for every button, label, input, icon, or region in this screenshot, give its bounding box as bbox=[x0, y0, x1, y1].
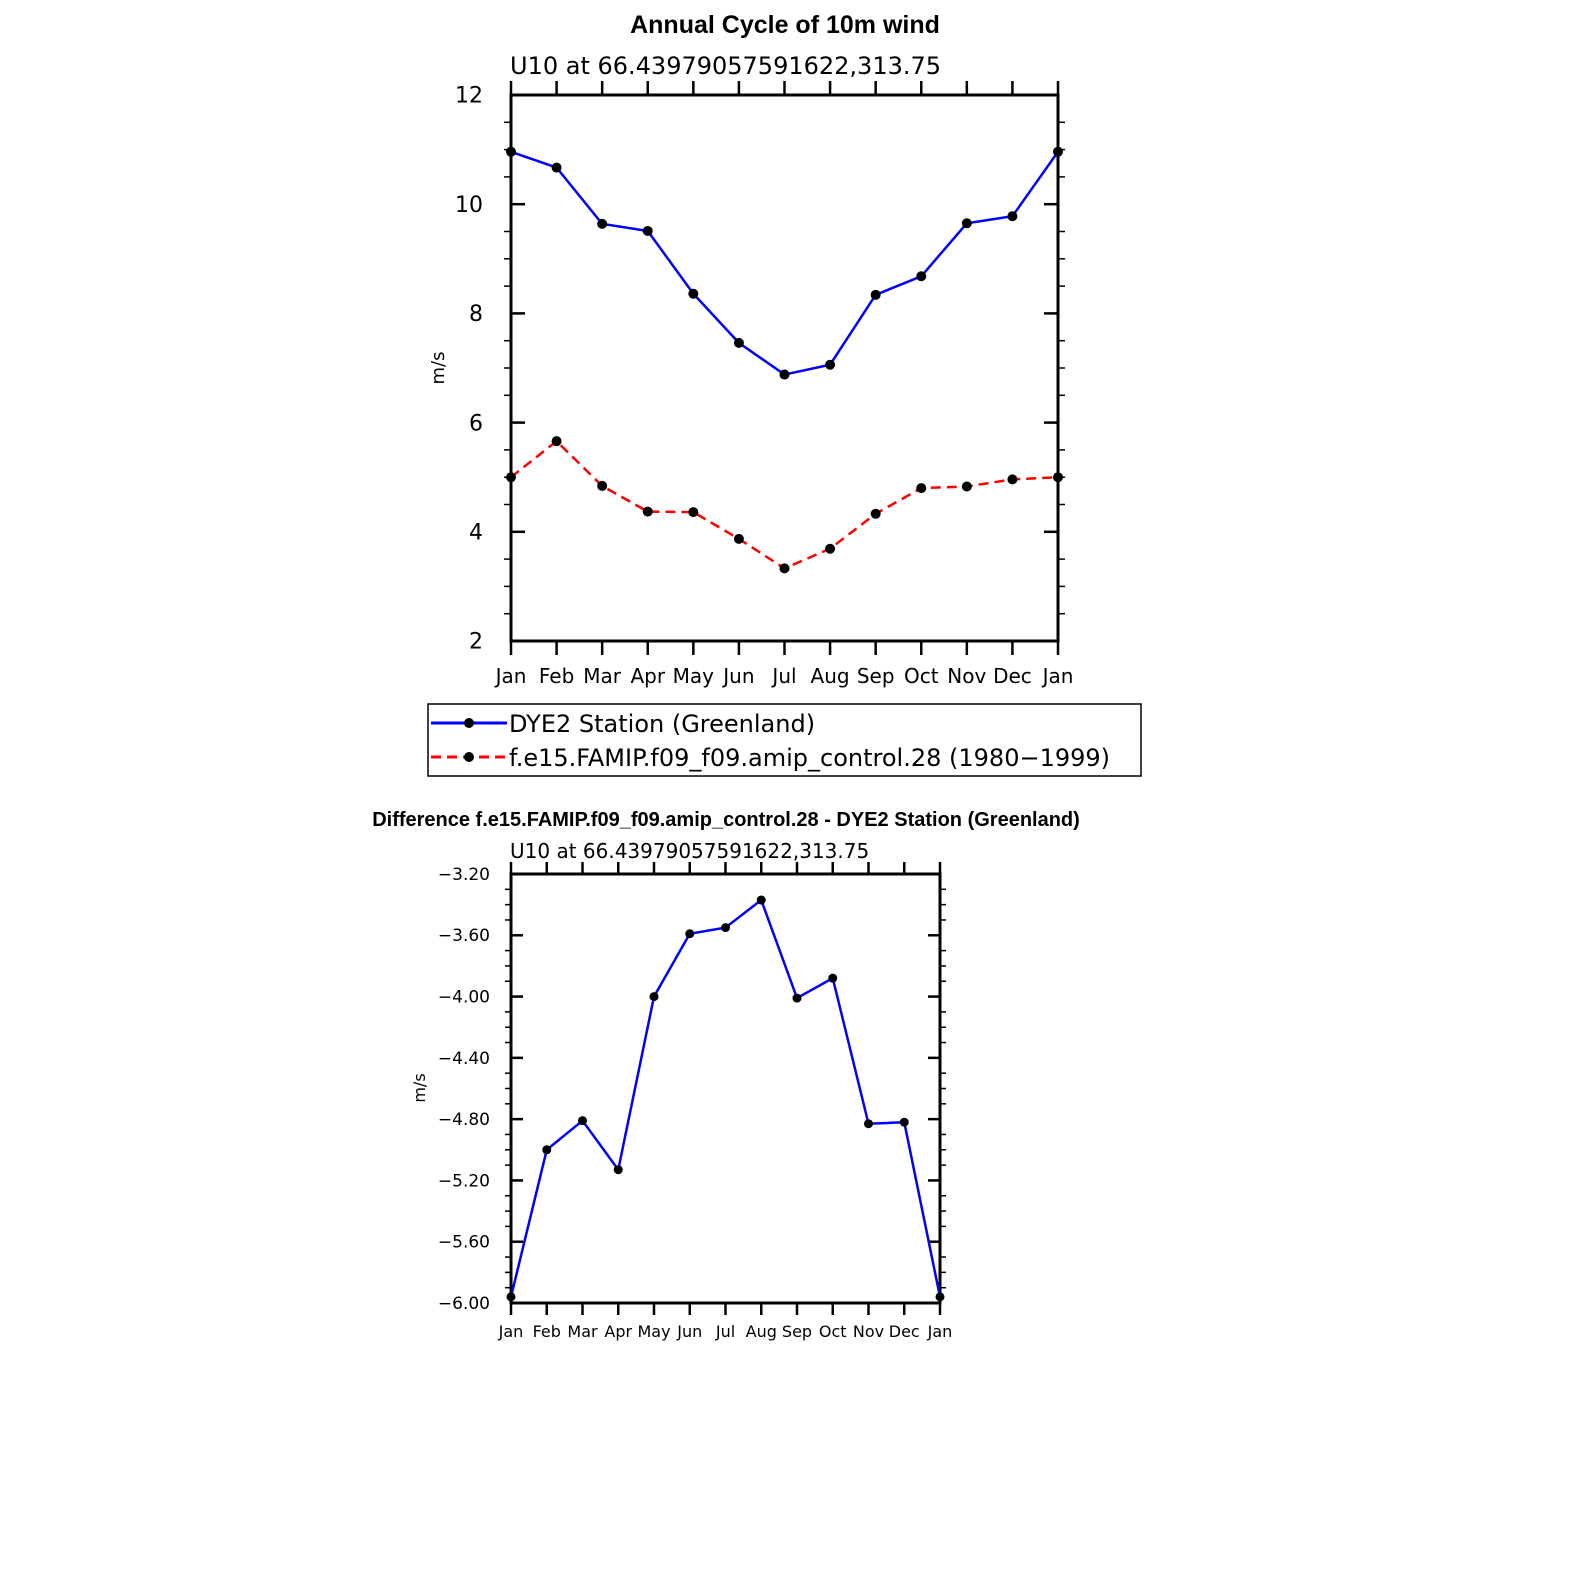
series-0-point bbox=[642, 225, 653, 236]
x-tick-label: Feb bbox=[539, 664, 574, 688]
y-tick-label: −4.80 bbox=[438, 1110, 490, 1130]
chart1-legend: DYE2 Station (Greenland) f.e15.FAMIP.f09… bbox=[427, 703, 1142, 777]
legend-box bbox=[427, 703, 1142, 777]
y-tick-label: −4.40 bbox=[438, 1049, 490, 1069]
series-0-point bbox=[506, 1292, 516, 1302]
x-tick-label: Aug bbox=[811, 664, 850, 688]
plot-frame bbox=[509, 93, 1060, 643]
x-tick-label: Dec bbox=[889, 1322, 920, 1341]
series-0-point bbox=[542, 1145, 552, 1155]
series-1-point bbox=[642, 506, 653, 517]
y-tick-label: 10 bbox=[455, 193, 483, 218]
legend-label-model: f.e15.FAMIP.f09_f09.amip_control.28 (198… bbox=[509, 744, 1110, 772]
series-0-point bbox=[916, 271, 927, 282]
series-0-point bbox=[506, 146, 516, 157]
series-1-point bbox=[1053, 472, 1063, 483]
legend-label-dye2: DYE2 Station (Greenland) bbox=[509, 710, 815, 738]
series-line-1 bbox=[510, 439, 1059, 570]
series-0-point bbox=[613, 1165, 623, 1175]
series-line-0 bbox=[509, 898, 942, 1298]
difference-chart: Difference f.e15.FAMIP.f09_f09.amip_cont… bbox=[372, 809, 1080, 1341]
legend-marker-dye2 bbox=[464, 718, 474, 728]
chart1-title: Annual Cycle of 10m wind bbox=[630, 11, 940, 39]
x-tick-label: Jan bbox=[927, 1322, 953, 1341]
x-tick-label: Jul bbox=[715, 1322, 735, 1341]
series-1-point bbox=[870, 508, 881, 519]
series-1-point bbox=[551, 436, 562, 447]
x-tick-label: Sep bbox=[857, 664, 895, 688]
x-tick-label: May bbox=[673, 664, 715, 688]
series-1-point bbox=[688, 507, 699, 518]
y-tick-label: −3.20 bbox=[438, 865, 490, 885]
x-tick-label: Apr bbox=[604, 1322, 632, 1341]
series-0-point bbox=[935, 1292, 945, 1302]
x-tick-label: Mar bbox=[567, 1322, 598, 1341]
series-0-point bbox=[649, 992, 659, 1002]
x-tick-label: Oct bbox=[904, 664, 939, 688]
series-0-point bbox=[578, 1116, 587, 1126]
series-0-point bbox=[864, 1119, 873, 1129]
series-0-point bbox=[870, 289, 881, 300]
chart1-subtitle: U10 at 66.43979057591622,313.75 bbox=[510, 52, 941, 80]
series-0-point bbox=[1053, 146, 1063, 157]
x-tick-label: Nov bbox=[853, 1322, 884, 1341]
legend-marker-model bbox=[464, 752, 474, 762]
y-tick-label: 8 bbox=[469, 302, 483, 327]
y-tick-label: −5.60 bbox=[438, 1233, 490, 1253]
x-tick-label: Apr bbox=[630, 664, 665, 688]
series-1-point bbox=[506, 472, 516, 483]
series-0-point bbox=[685, 929, 695, 939]
series-0-point bbox=[551, 162, 562, 173]
x-tick-label: Aug bbox=[746, 1322, 777, 1341]
x-tick-label: Feb bbox=[533, 1322, 561, 1341]
y-tick-label: 4 bbox=[469, 521, 483, 546]
series-0-point bbox=[688, 288, 699, 299]
x-tick-label: Oct bbox=[819, 1322, 847, 1341]
series-0-point bbox=[756, 895, 766, 905]
y-tick-label: −3.60 bbox=[438, 926, 490, 946]
series-1-point bbox=[961, 481, 972, 492]
series-0-point bbox=[721, 923, 730, 933]
x-tick-label: Mar bbox=[583, 664, 622, 688]
series-1-point bbox=[779, 563, 790, 574]
y-tick-label: −5.20 bbox=[438, 1171, 490, 1191]
x-tick-label: Sep bbox=[782, 1322, 812, 1341]
series-0-point bbox=[1007, 211, 1018, 222]
y-tick-label: −6.00 bbox=[438, 1294, 490, 1314]
series-0-point bbox=[792, 993, 802, 1003]
y-tick-label: 2 bbox=[469, 630, 483, 655]
x-tick-label: Jan bbox=[498, 1322, 524, 1341]
series-0-point bbox=[779, 369, 790, 380]
series-0-point bbox=[597, 218, 608, 229]
plot-frame bbox=[509, 872, 942, 1305]
series-0-point bbox=[733, 337, 744, 348]
x-tick-label: Jun bbox=[721, 664, 754, 688]
chart2-title: Difference f.e15.FAMIP.f09_f09.amip_cont… bbox=[372, 809, 1080, 831]
x-tick-label: Jan bbox=[494, 664, 527, 688]
series-line-0 bbox=[510, 150, 1060, 376]
x-tick-label: Dec bbox=[993, 664, 1032, 688]
series-0-point bbox=[961, 218, 972, 229]
series-0-point bbox=[828, 973, 838, 983]
y-tick-label: 6 bbox=[469, 411, 483, 436]
series-1-point bbox=[1007, 474, 1018, 485]
series-1-point bbox=[825, 543, 836, 554]
y-tick-label: 12 bbox=[455, 84, 483, 109]
x-tick-label: May bbox=[637, 1322, 670, 1341]
series-1-point bbox=[733, 533, 744, 544]
x-tick-label: Jan bbox=[1041, 664, 1074, 688]
series-1-point bbox=[597, 480, 608, 491]
chart1-y-axis-label: m/s bbox=[428, 352, 449, 385]
y-tick-label: −4.00 bbox=[438, 988, 490, 1008]
series-0-point bbox=[899, 1117, 909, 1127]
x-tick-label: Jun bbox=[676, 1322, 702, 1341]
annual-cycle-chart: Annual Cycle of 10m wind U10 at 66.43979… bbox=[427, 11, 1142, 777]
chart2-subtitle: U10 at 66.43979057591622,313.75 bbox=[510, 839, 869, 863]
x-tick-label: Nov bbox=[947, 664, 986, 688]
chart2-y-axis-label: m/s bbox=[410, 1073, 429, 1102]
series-0-point bbox=[825, 359, 836, 370]
x-tick-label: Jul bbox=[770, 664, 796, 688]
series-1-point bbox=[916, 483, 927, 494]
